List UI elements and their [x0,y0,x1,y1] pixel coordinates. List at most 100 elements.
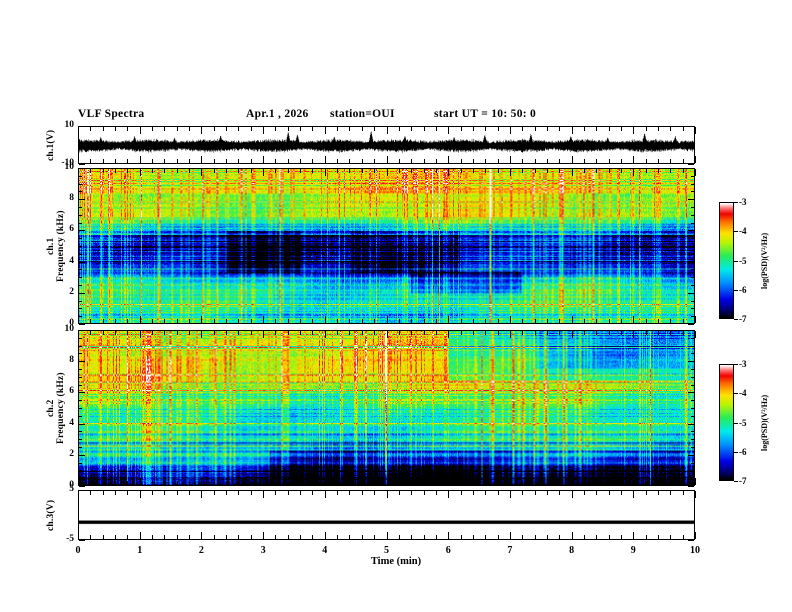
xtick [214,535,215,539]
xtick [584,127,585,131]
xtick [461,491,462,495]
ytick [79,199,85,200]
ytick-minor [79,184,82,185]
xtick [535,331,536,335]
ytick-label: 8 [69,355,74,365]
xtick [263,316,264,323]
xtick [633,478,634,485]
xtick [115,535,116,539]
xtick [152,331,153,335]
ytick-label: 8 [69,193,74,203]
xtick [325,478,326,485]
xtick [374,319,375,323]
ylabel-ch1-channel: ch.1 [46,237,56,255]
xtick [584,491,585,495]
xtick [424,481,425,485]
xtick [547,481,548,485]
xtick [103,535,104,539]
xtick [387,532,388,539]
ytick [79,230,85,231]
xtick [127,331,128,335]
ytick-minor [79,463,82,464]
xtick [584,331,585,335]
xtick [127,127,128,131]
xtick [226,159,227,163]
xtick [177,535,178,539]
xtick [510,331,511,338]
xtick [633,316,634,323]
xtick [411,491,412,495]
colorbar-tick [734,452,738,453]
xtick [658,535,659,539]
ytick [688,490,694,491]
ytick-label: 0 [69,318,74,328]
ytick [688,486,694,487]
ytick-minor [79,223,82,224]
xtick [288,159,289,163]
xtick [424,159,425,163]
xtick [559,169,560,173]
xtick [78,156,79,163]
xtick [164,319,165,323]
xtick [485,491,486,495]
ytick-minor [79,285,82,286]
ytick-label: 10 [64,120,75,130]
xtick [485,319,486,323]
xtick [596,159,597,163]
ytick-minor [79,478,82,479]
ytick [688,424,694,425]
observation-date: Apr.1 , 2026 [246,108,309,120]
xtick [695,316,696,323]
xtick [238,127,239,131]
xtick [547,319,548,323]
xtick [275,127,276,131]
xtick [572,169,573,176]
xtick [411,331,412,335]
xtick [584,169,585,173]
colorbar-tick-label: -6 [739,447,747,457]
xtick [411,535,412,539]
xtick [201,156,202,163]
xtick [127,481,128,485]
xtick [201,127,202,134]
xtick [115,331,116,335]
ytick-minor [79,377,82,378]
ytick-minor [691,246,694,247]
xtick [436,535,437,539]
xtick [633,127,634,134]
xtick [238,169,239,173]
xtick [275,169,276,173]
xtick [78,316,79,323]
xtick [498,491,499,495]
xtick [288,481,289,485]
xtick [399,331,400,335]
xtick [238,331,239,335]
xtick [275,481,276,485]
xtick [189,169,190,173]
xtick [115,491,116,495]
ytick [688,293,694,294]
xtick [448,316,449,323]
xtick [547,127,548,131]
ytick [688,540,694,541]
ytick-minor [691,269,694,270]
xtick [498,159,499,163]
xtick [127,491,128,495]
xtick [140,491,141,498]
xtick [522,319,523,323]
xtick [362,535,363,539]
xtick [535,491,536,495]
xtick [189,331,190,335]
xtick [300,127,301,131]
xtick [510,478,511,485]
xtick [337,319,338,323]
xtick [362,159,363,163]
ytick-minor [691,416,694,417]
ytick-minor [79,238,82,239]
xtick [362,481,363,485]
xtick [609,331,610,335]
ytick-minor [79,269,82,270]
xtick [522,331,523,335]
xtick [325,156,326,163]
xtick [362,319,363,323]
